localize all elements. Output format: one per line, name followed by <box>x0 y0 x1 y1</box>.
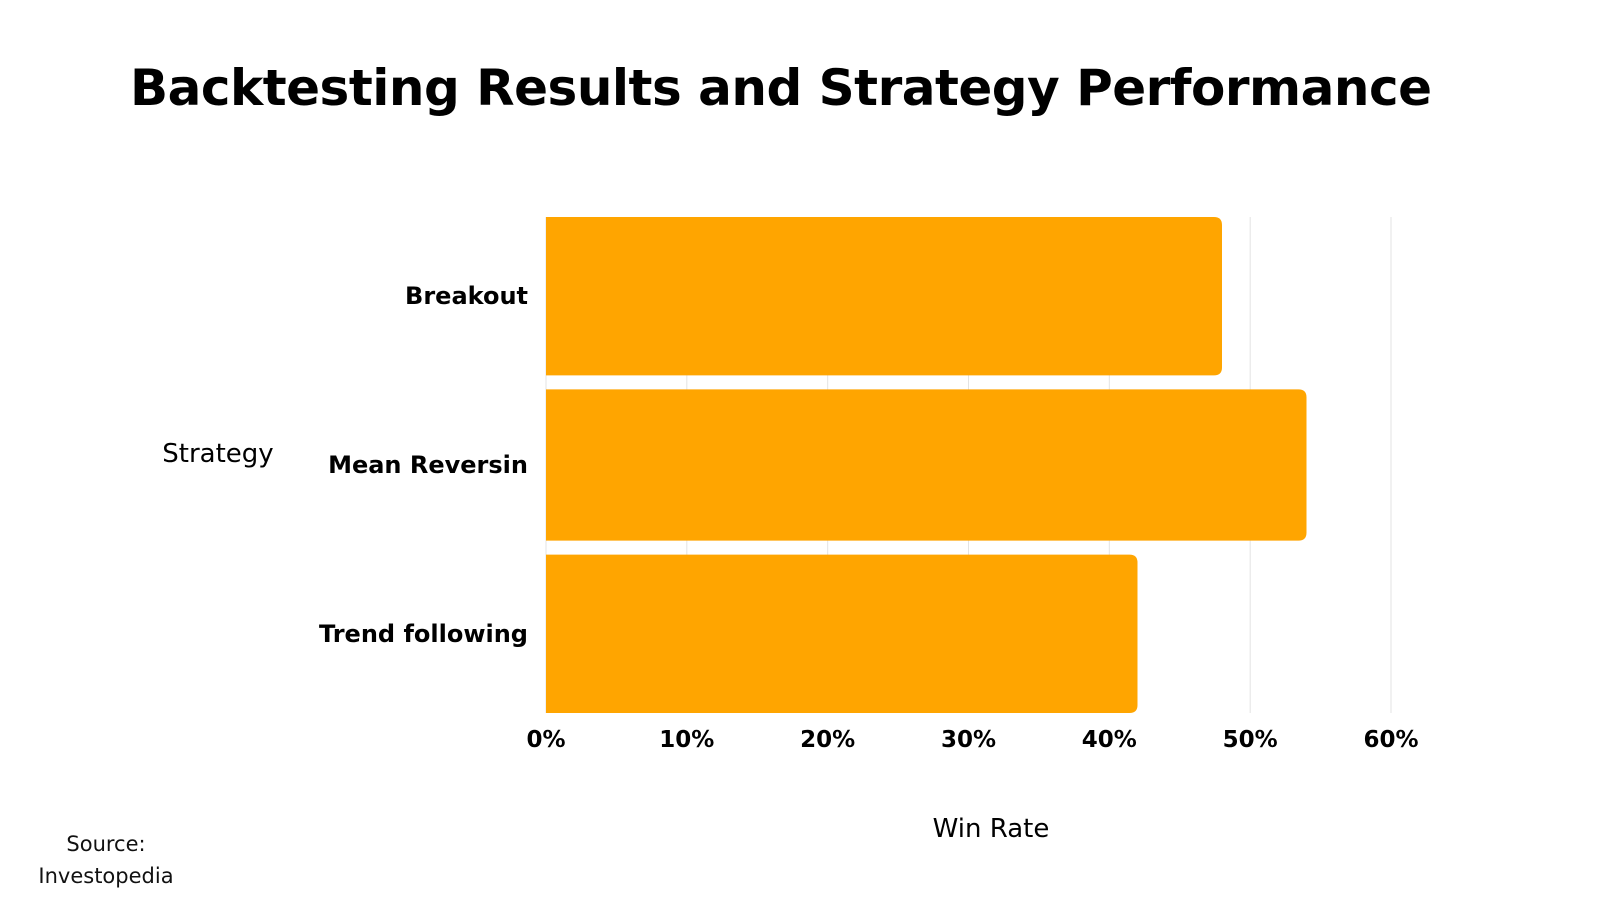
bars <box>546 217 1307 713</box>
source-label: Source: <box>66 832 146 856</box>
chart-title: Backtesting Results and Strategy Perform… <box>130 59 1432 117</box>
x-tick-label: 0% <box>526 727 565 753</box>
source-name: Investopedia <box>38 864 174 888</box>
x-tick-label: 30% <box>941 727 996 753</box>
y-axis-title: Strategy <box>162 439 273 469</box>
x-axis-title: Win Rate <box>933 814 1050 844</box>
category-label: Trend following <box>319 620 528 648</box>
x-tick-label: 20% <box>800 727 855 753</box>
x-tick-label: 60% <box>1363 727 1418 753</box>
category-label: Mean Reversin <box>328 451 528 479</box>
x-tick-label: 10% <box>659 727 714 753</box>
x-tick-label: 50% <box>1223 727 1278 753</box>
bar <box>546 389 1307 541</box>
category-labels: Breakout Mean Reversin Trend following <box>319 282 528 648</box>
bar <box>546 217 1222 376</box>
category-label: Breakout <box>405 282 528 310</box>
x-tick-label: 40% <box>1082 727 1137 753</box>
bar <box>546 554 1138 713</box>
x-tick-labels: 0% 10% 20% 30% 40% 50% 60% <box>526 727 1418 753</box>
source-note: Source: Investopedia <box>22 828 190 892</box>
